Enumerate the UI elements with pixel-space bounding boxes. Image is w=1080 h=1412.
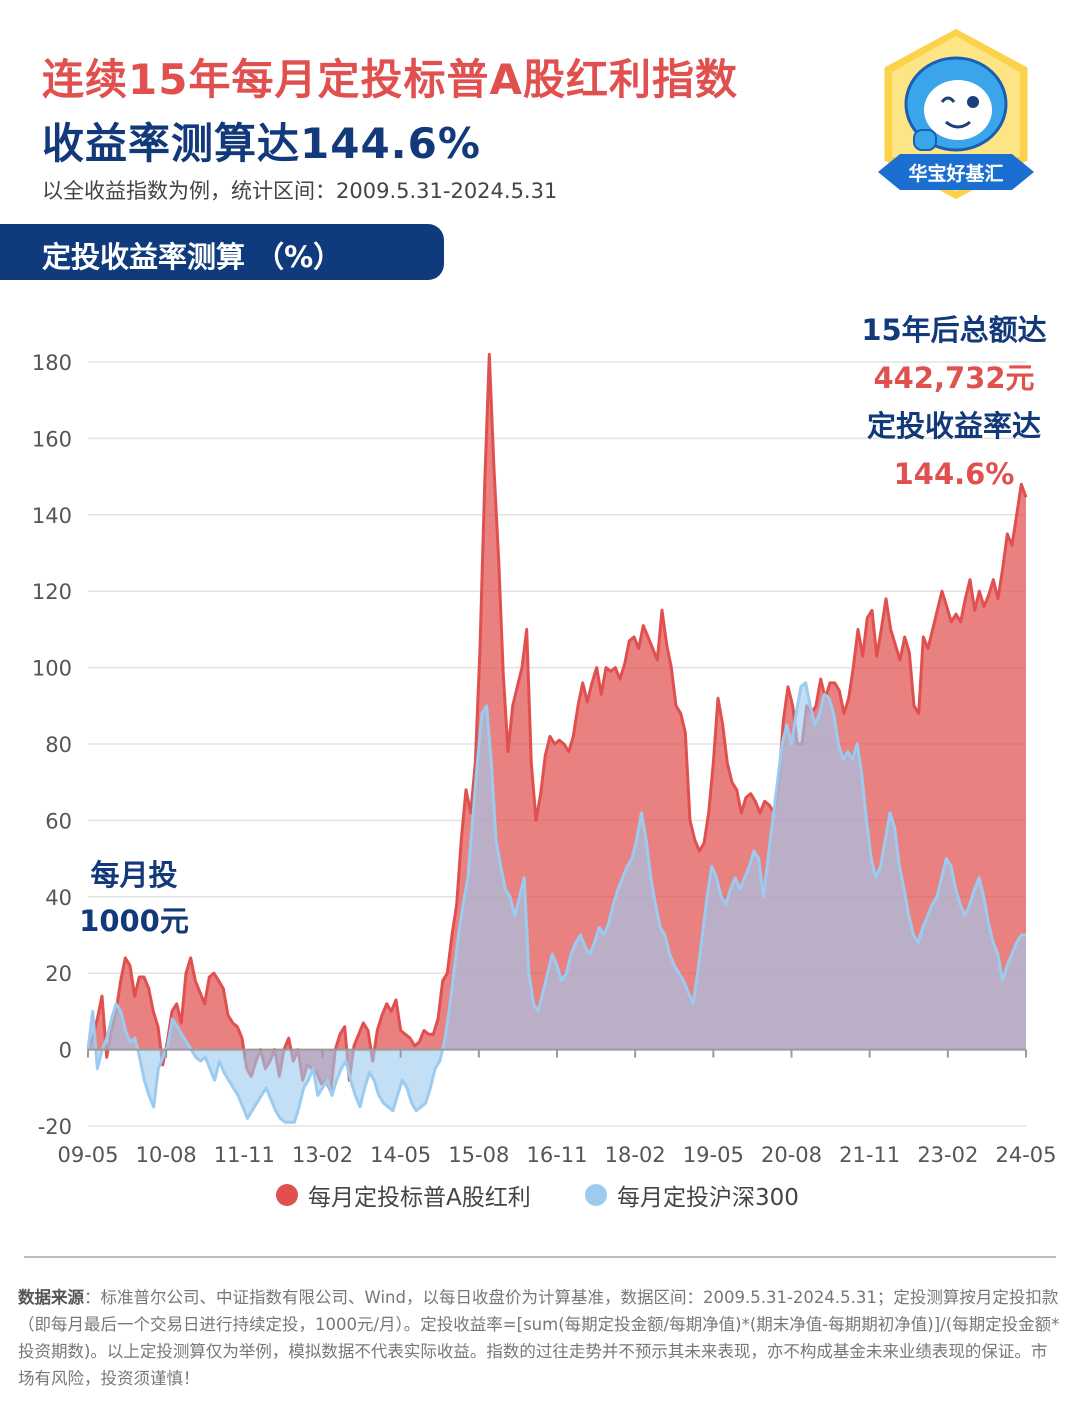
x-tick-label: 11-11: [214, 1143, 275, 1167]
mascot-label: 华宝好基汇: [908, 162, 1003, 185]
x-tick-label: 18-02: [605, 1143, 666, 1167]
annotation-right-line3: 定投收益率达: [866, 409, 1041, 443]
annotation-result: 15年后总额达 442,732元 定投收益率达 144.6%: [846, 306, 1062, 498]
legend-dot-blue: [585, 1184, 607, 1206]
x-tick-label: 15-08: [448, 1143, 509, 1167]
x-tick-label: 19-05: [683, 1143, 744, 1167]
x-tick-label: 21-11: [839, 1143, 900, 1167]
footnote-label: 数据来源: [18, 1288, 84, 1307]
legend-label-blue: 每月定投沪深300: [617, 1185, 799, 1211]
series-line-1: [86, 681, 1026, 1124]
x-tick-label: 13-02: [292, 1143, 353, 1167]
area-chart: -20 0 20 40 60 80 100 120 140 160 180 09-05 10-08 11-…: [32, 351, 1057, 1167]
section-banner: 定投收益率测算 （%）: [0, 224, 444, 280]
annotation-right-line1: 15年后总额达: [861, 313, 1047, 347]
legend-item-red: 每月定投标普A股红利: [276, 1178, 531, 1212]
x-tick-label: 10-08: [136, 1143, 197, 1167]
annotation-right-line4: 144.6%: [893, 457, 1015, 491]
legend: 每月定投标普A股红利 每月定投沪深300: [0, 1178, 1080, 1214]
subtitle: 以全收益指数为例，统计区间：2009.5.31-2024.5.31: [42, 179, 558, 203]
blue-series-layer: [86, 681, 1026, 1124]
y-tick-label: -20: [38, 1115, 72, 1139]
y-tick-label: 120: [32, 580, 72, 604]
x-tick-label: 16-11: [526, 1143, 587, 1167]
title-line-1: 连续15年每月定投标普A股红利指数: [42, 55, 738, 104]
y-tick-label: 40: [45, 886, 72, 910]
y-tick-label: 60: [45, 809, 72, 833]
x-tick-label: 20-08: [761, 1143, 822, 1167]
annotation-left-line1: 每月投: [90, 858, 178, 892]
y-tick-label: 80: [45, 733, 72, 757]
section-label: 定投收益率测算 （%）: [42, 240, 343, 274]
x-tick-label: 14-05: [370, 1143, 431, 1167]
divider: [24, 1256, 1056, 1258]
title-line-2: 收益率测算达144.6%: [42, 119, 481, 168]
footnote: 数据来源：标准普尔公司、中证指数有限公司、Wind，以每日收盘价为计算基准，数据…: [18, 1284, 1062, 1392]
series-area-1: [88, 682, 1026, 1123]
x-tick-label: 24-05: [995, 1143, 1056, 1167]
y-tick-label: 20: [45, 962, 72, 986]
y-tick-label: 100: [32, 657, 72, 681]
annotation-left-line2: 1000元: [79, 904, 189, 938]
x-tick-label: 23-02: [917, 1143, 978, 1167]
legend-label-red: 每月定投标普A股红利: [308, 1185, 531, 1211]
legend-item-blue: 每月定投沪深300: [585, 1178, 799, 1212]
legend-dot-red: [276, 1184, 298, 1206]
footnote-text: ：标准普尔公司、中证指数有限公司、Wind，以每日收盘价为计算基准，数据区间：2…: [18, 1288, 1060, 1388]
axis-layer: -20 0 20 40 60 80 100 120 140 160 180 09-05 10-08 11-…: [32, 351, 1057, 1167]
y-tick-label: 0: [59, 1039, 72, 1063]
annotation-monthly-amount: 每月投 1000元: [74, 852, 194, 944]
y-tick-label: 180: [32, 351, 72, 375]
annotation-right-line2: 442,732元: [873, 361, 1035, 395]
y-tick-label: 140: [32, 504, 72, 528]
x-tick-label: 09-05: [57, 1143, 118, 1167]
mascot-logo: 华宝好基汇: [878, 23, 1034, 205]
y-tick-label: 160: [32, 427, 72, 451]
